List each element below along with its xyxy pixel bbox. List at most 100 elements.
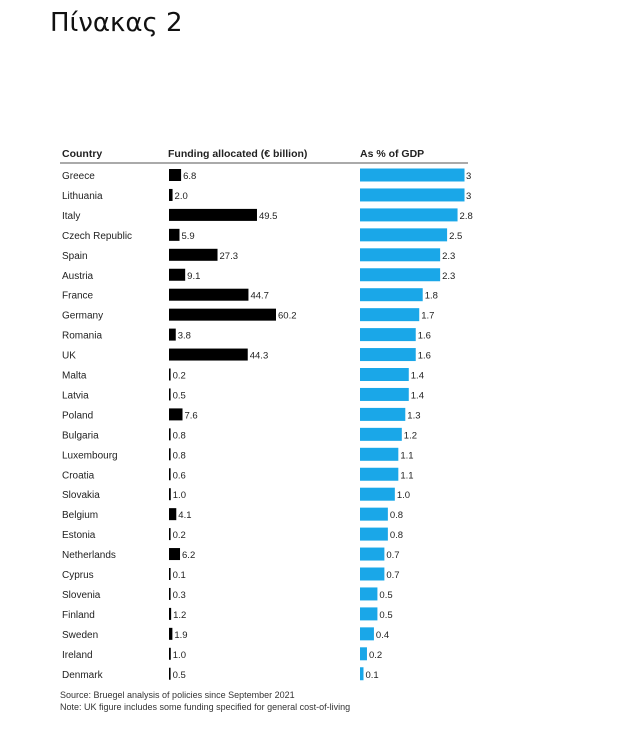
- gdp-value: 1.1: [400, 470, 413, 481]
- funding-value: 60.2: [278, 311, 297, 322]
- country-label: Denmark: [62, 670, 104, 681]
- gdp-value: 1.8: [425, 291, 438, 302]
- country-label: Poland: [62, 410, 93, 421]
- funding-value: 0.8: [173, 430, 186, 441]
- source-note: Source: Bruegel analysis of policies sin…: [60, 690, 295, 700]
- gdp-bar: [360, 368, 409, 381]
- funding-value: 1.0: [173, 490, 186, 501]
- funding-value: 1.0: [173, 650, 186, 661]
- funding-bar: [169, 548, 181, 561]
- gdp-bar: [360, 487, 395, 501]
- funding-bar: [169, 627, 173, 640]
- gdp-bar: [360, 467, 399, 481]
- funding-bar: [169, 488, 171, 501]
- country-label: Austria: [62, 271, 94, 282]
- funding-bar: [169, 428, 171, 441]
- funding-bar: [169, 169, 182, 181]
- gdp-value: 1.1: [400, 450, 413, 461]
- gdp-bar: [360, 627, 374, 641]
- table-rows: Greece 6.8 3 Lithuania 2.0 3 Italy 49.5 2.8 Czech…: [62, 168, 473, 681]
- country-label: Latvia: [62, 390, 89, 401]
- funding-bar: [169, 268, 186, 281]
- funding-value: 44.7: [250, 291, 269, 302]
- gdp-value: 0.7: [386, 570, 399, 581]
- gdp-value: 1.4: [411, 371, 424, 382]
- gdp-value: 0.8: [390, 530, 403, 541]
- gdp-value: 0.5: [379, 610, 392, 621]
- funding-value: 0.1: [173, 570, 186, 581]
- country-label: Romania: [62, 331, 102, 342]
- gdp-value: 1.7: [421, 311, 434, 322]
- gdp-value: 1.3: [407, 410, 420, 421]
- gdp-bar: [360, 288, 423, 302]
- funding-value: 0.5: [173, 390, 186, 401]
- gdp-bar: [360, 647, 367, 661]
- funding-bar: [169, 408, 183, 421]
- country-label: Finland: [62, 610, 95, 621]
- gdp-value: 2.5: [449, 231, 462, 242]
- gdp-value: 0.7: [386, 550, 399, 561]
- country-label: Sweden: [62, 630, 98, 641]
- funding-value: 3.8: [178, 331, 191, 342]
- funding-value: 4.1: [178, 510, 191, 521]
- gdp-bar: [360, 168, 465, 182]
- gdp-value: 0.4: [376, 630, 389, 641]
- gdp-bar: [360, 387, 409, 401]
- country-label: Netherlands: [62, 550, 116, 561]
- country-label: Croatia: [62, 470, 95, 481]
- country-label: Germany: [62, 311, 103, 322]
- header-country: Country: [62, 148, 102, 160]
- funding-bar: [169, 607, 172, 620]
- funding-bar: [169, 208, 257, 221]
- funding-value: 49.5: [259, 211, 278, 222]
- country-label: Bulgaria: [62, 430, 99, 441]
- country-label: Malta: [62, 371, 87, 382]
- funding-value: 0.2: [173, 371, 186, 382]
- gdp-value: 1.0: [397, 490, 410, 501]
- funding-value: 0.3: [173, 590, 186, 601]
- gdp-value: 0.2: [369, 650, 382, 661]
- gdp-bar: [360, 268, 441, 282]
- funding-bar: [169, 288, 249, 301]
- funding-value: 5.9: [181, 231, 194, 242]
- country-label: Spain: [62, 251, 88, 262]
- gdp-value: 1.6: [418, 351, 431, 362]
- gdp-bar: [360, 667, 364, 681]
- gdp-bar: [360, 607, 378, 621]
- gdp-bar: [360, 527, 388, 541]
- funding-bar: [169, 647, 171, 660]
- funding-bar: [169, 568, 171, 580]
- gdp-bar: [360, 507, 388, 521]
- gdp-value: 3: [466, 171, 471, 182]
- funding-value: 2.0: [175, 191, 188, 202]
- funding-value: 0.5: [173, 670, 186, 681]
- gdp-value: 1.4: [411, 390, 424, 401]
- funding-bar: [169, 328, 176, 341]
- country-label: Ireland: [62, 650, 93, 661]
- country-label: UK: [62, 351, 76, 362]
- gdp-bar: [360, 427, 402, 441]
- funding-value: 1.9: [174, 630, 187, 641]
- country-label: Lithuania: [62, 191, 103, 202]
- country-label: Belgium: [62, 510, 98, 521]
- funding-bar: [169, 448, 171, 461]
- country-label: Slovakia: [62, 490, 100, 501]
- gdp-bar: [360, 567, 385, 581]
- gdp-bar: [360, 587, 378, 601]
- funding-bar: [169, 587, 171, 600]
- country-label: Czech Republic: [62, 231, 132, 242]
- gdp-bar: [360, 248, 441, 262]
- gdp-value: 2.8: [460, 211, 473, 222]
- funding-bar: [169, 368, 171, 381]
- gdp-value: 0.5: [379, 590, 392, 601]
- country-label: Estonia: [62, 530, 96, 541]
- funding-bar: [169, 508, 177, 521]
- country-label: Italy: [62, 211, 80, 222]
- gdp-value: 1.2: [404, 430, 417, 441]
- gdp-bar: [360, 328, 416, 342]
- funding-value: 9.1: [187, 271, 200, 282]
- gdp-value: 0.8: [390, 510, 403, 521]
- funding-value: 6.8: [183, 171, 196, 182]
- gdp-bar: [360, 447, 399, 461]
